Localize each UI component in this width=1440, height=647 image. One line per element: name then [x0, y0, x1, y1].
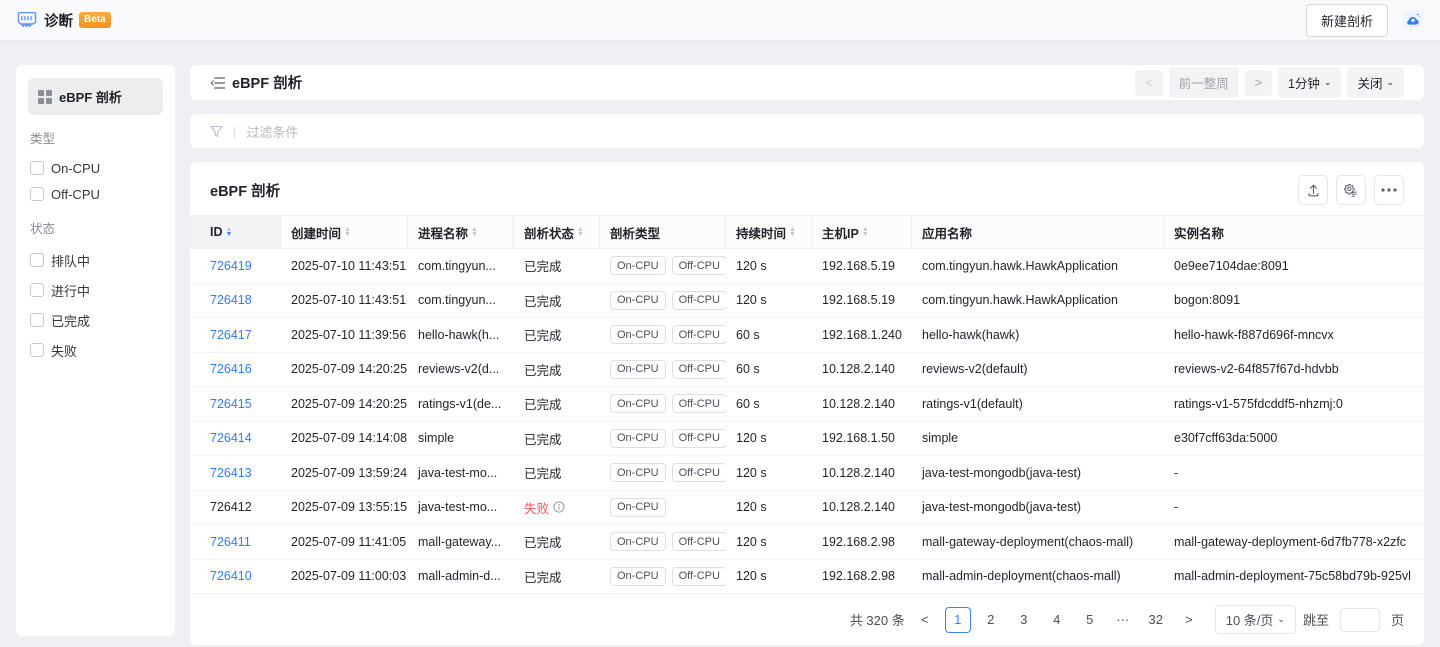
svg-text:A: A: [1412, 20, 1414, 23]
